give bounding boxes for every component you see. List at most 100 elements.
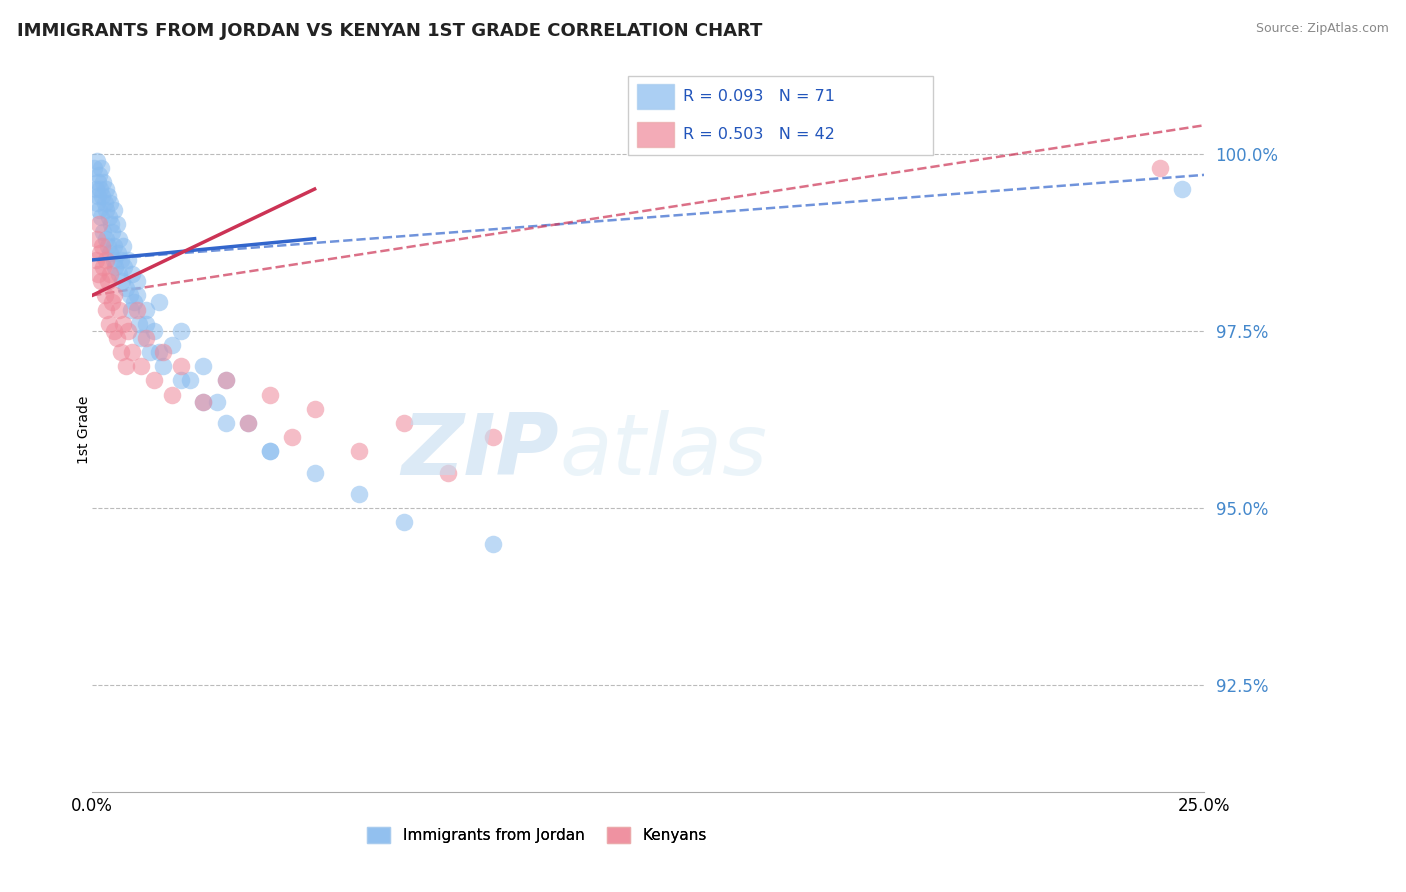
Point [117,324,139,338]
Point [93,196,115,211]
Point [118,288,141,302]
Point [97,239,120,253]
Point [214,374,236,388]
FancyBboxPatch shape [628,76,934,155]
Point [152,345,174,359]
Point [111,274,134,288]
Point [129,359,152,374]
Point [93,288,115,302]
Point [392,516,415,530]
Point [86,175,108,189]
Point [162,387,184,401]
Point [1149,161,1171,175]
Point [170,359,193,374]
Point [97,274,120,288]
Point [135,302,157,317]
Point [94,232,117,246]
Point [91,189,114,203]
Point [105,331,128,345]
Point [103,203,125,218]
Point [87,189,110,203]
Point [129,331,152,345]
Point [139,345,162,359]
Point [90,274,112,288]
Point [193,359,215,374]
Point [100,218,122,232]
Point [84,182,107,196]
Point [304,466,326,480]
Point [125,302,148,317]
Point [281,430,304,444]
Point [205,394,228,409]
Point [347,444,370,458]
Point [437,466,460,480]
Point [193,394,215,409]
FancyBboxPatch shape [637,84,673,110]
Legend: Immigrants from Jordan, Kenyans: Immigrants from Jordan, Kenyans [361,821,713,849]
Point [86,232,108,246]
Point [214,416,236,430]
Point [481,536,503,550]
Point [91,239,114,253]
Point [112,260,135,274]
Point [84,252,107,267]
Point [87,203,110,218]
Text: R = 0.093   N = 71: R = 0.093 N = 71 [683,89,835,104]
Point [90,161,112,175]
Point [110,345,132,359]
Point [110,252,132,267]
Point [121,345,143,359]
Point [121,267,143,281]
Point [103,324,125,338]
Point [124,295,146,310]
Point [125,288,148,302]
Point [152,359,174,374]
Y-axis label: 1st Grade: 1st Grade [77,396,91,465]
Point [101,295,124,310]
Point [108,302,131,317]
Point [170,324,193,338]
Point [98,267,121,281]
Point [98,211,121,225]
Point [179,374,201,388]
Point [108,267,131,281]
Point [117,252,139,267]
Point [90,211,112,225]
Point [125,274,148,288]
Point [120,302,142,317]
Text: IMMIGRANTS FROM JORDAN VS KENYAN 1ST GRADE CORRELATION CHART: IMMIGRANTS FROM JORDAN VS KENYAN 1ST GRA… [17,22,762,40]
Point [91,175,114,189]
Point [481,430,503,444]
Point [91,260,114,274]
Text: R = 0.503   N = 42: R = 0.503 N = 42 [683,127,835,142]
Point [259,444,281,458]
Point [259,387,281,401]
Point [104,260,127,274]
Point [112,317,135,331]
Point [89,182,111,196]
FancyBboxPatch shape [637,122,673,147]
Point [148,295,170,310]
Point [103,288,125,302]
Point [94,252,117,267]
Point [86,196,108,211]
Point [94,182,117,196]
Point [97,189,120,203]
Point [101,225,124,239]
Point [87,168,110,182]
Point [98,196,121,211]
Point [1171,182,1194,196]
Point [112,239,135,253]
Point [114,359,136,374]
Point [86,267,108,281]
Point [135,331,157,345]
Point [96,203,118,218]
Text: ZIP: ZIP [402,410,560,493]
Point [128,317,150,331]
Point [107,245,129,260]
Point [91,225,114,239]
Point [103,252,125,267]
Text: atlas: atlas [560,410,768,493]
Point [135,317,157,331]
Point [143,374,166,388]
